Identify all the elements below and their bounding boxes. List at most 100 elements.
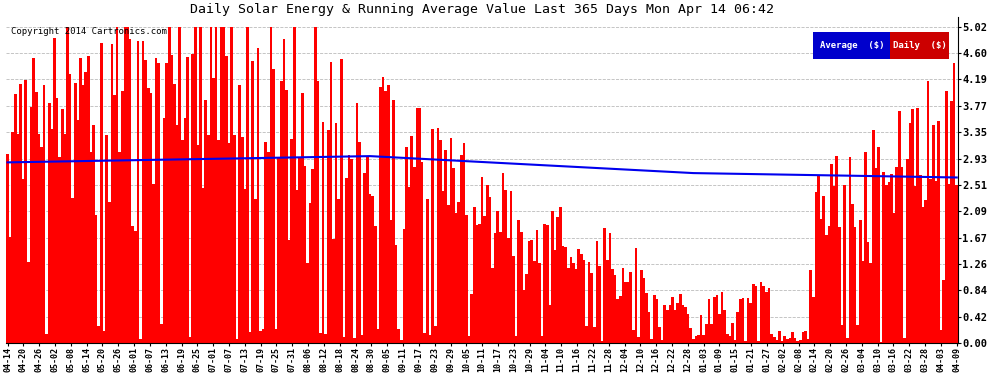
Bar [553,250,556,343]
Bar [105,135,108,343]
Bar [228,142,231,343]
Bar [945,91,947,343]
Bar [132,226,134,343]
Bar [233,135,236,343]
Bar [746,298,749,343]
Bar [491,268,494,343]
Bar [111,44,113,343]
Bar [551,211,553,343]
Bar [810,270,812,343]
Bar [541,336,544,343]
Bar [116,27,119,343]
Bar [559,207,561,343]
Bar [285,90,288,343]
Bar [520,232,523,343]
Bar [625,282,627,343]
Bar [831,164,833,343]
Bar [162,118,165,343]
Bar [942,280,945,343]
Bar [640,270,643,343]
Bar [165,63,168,343]
Bar [924,200,927,343]
Bar [867,242,869,343]
Bar [603,228,606,343]
Bar [408,187,411,343]
Bar [46,334,48,343]
Bar [718,314,721,343]
Bar [760,282,762,343]
Bar [632,330,635,343]
Bar [267,152,269,343]
Bar [53,39,55,343]
Bar [901,167,903,343]
Bar [154,58,157,343]
Bar [504,190,507,343]
Bar [671,297,674,343]
Bar [839,227,841,343]
Bar [210,27,212,343]
Bar [63,134,66,343]
Text: Copyright 2014 Cartronics.com: Copyright 2014 Cartronics.com [11,27,167,36]
Bar [872,130,874,343]
Bar [548,305,551,343]
Bar [882,172,885,343]
Bar [264,142,267,343]
Bar [194,27,197,343]
Bar [76,120,79,343]
Bar [611,269,614,343]
Bar [682,305,684,343]
Bar [411,136,413,343]
Bar [716,295,718,343]
Bar [296,190,298,343]
Bar [432,129,434,343]
Bar [713,297,716,343]
Bar [622,268,625,343]
Bar [564,247,567,343]
Bar [820,219,823,343]
Bar [518,220,520,343]
Bar [405,147,408,343]
Bar [525,274,528,343]
Bar [732,323,734,343]
Bar [376,329,379,343]
Bar [533,261,536,343]
Bar [14,94,17,343]
Bar [729,336,732,343]
Bar [585,326,588,343]
Bar [61,109,63,343]
Bar [363,172,366,343]
Bar [783,336,786,343]
Bar [121,91,124,343]
Bar [627,282,630,343]
Bar [935,181,938,343]
Bar [692,339,695,343]
Bar [823,196,825,343]
Bar [22,179,25,343]
Bar [950,101,952,343]
Bar [572,263,575,343]
Bar [298,157,301,343]
Bar [689,327,692,343]
Bar [596,241,598,343]
Bar [108,202,111,343]
Bar [853,227,856,343]
Bar [765,292,767,343]
Bar [617,299,619,343]
Bar [635,248,638,343]
Bar [539,263,541,343]
Bar [397,329,400,343]
Bar [507,238,510,343]
Bar [703,336,705,343]
Bar [244,189,247,343]
Bar [335,123,338,343]
Bar [687,314,689,343]
Bar [919,174,922,343]
Bar [113,94,116,343]
Bar [340,59,343,343]
Bar [794,338,796,343]
Bar [366,156,368,343]
Bar [660,340,663,343]
Bar [817,175,820,343]
Bar [734,340,737,343]
Bar [567,268,569,343]
